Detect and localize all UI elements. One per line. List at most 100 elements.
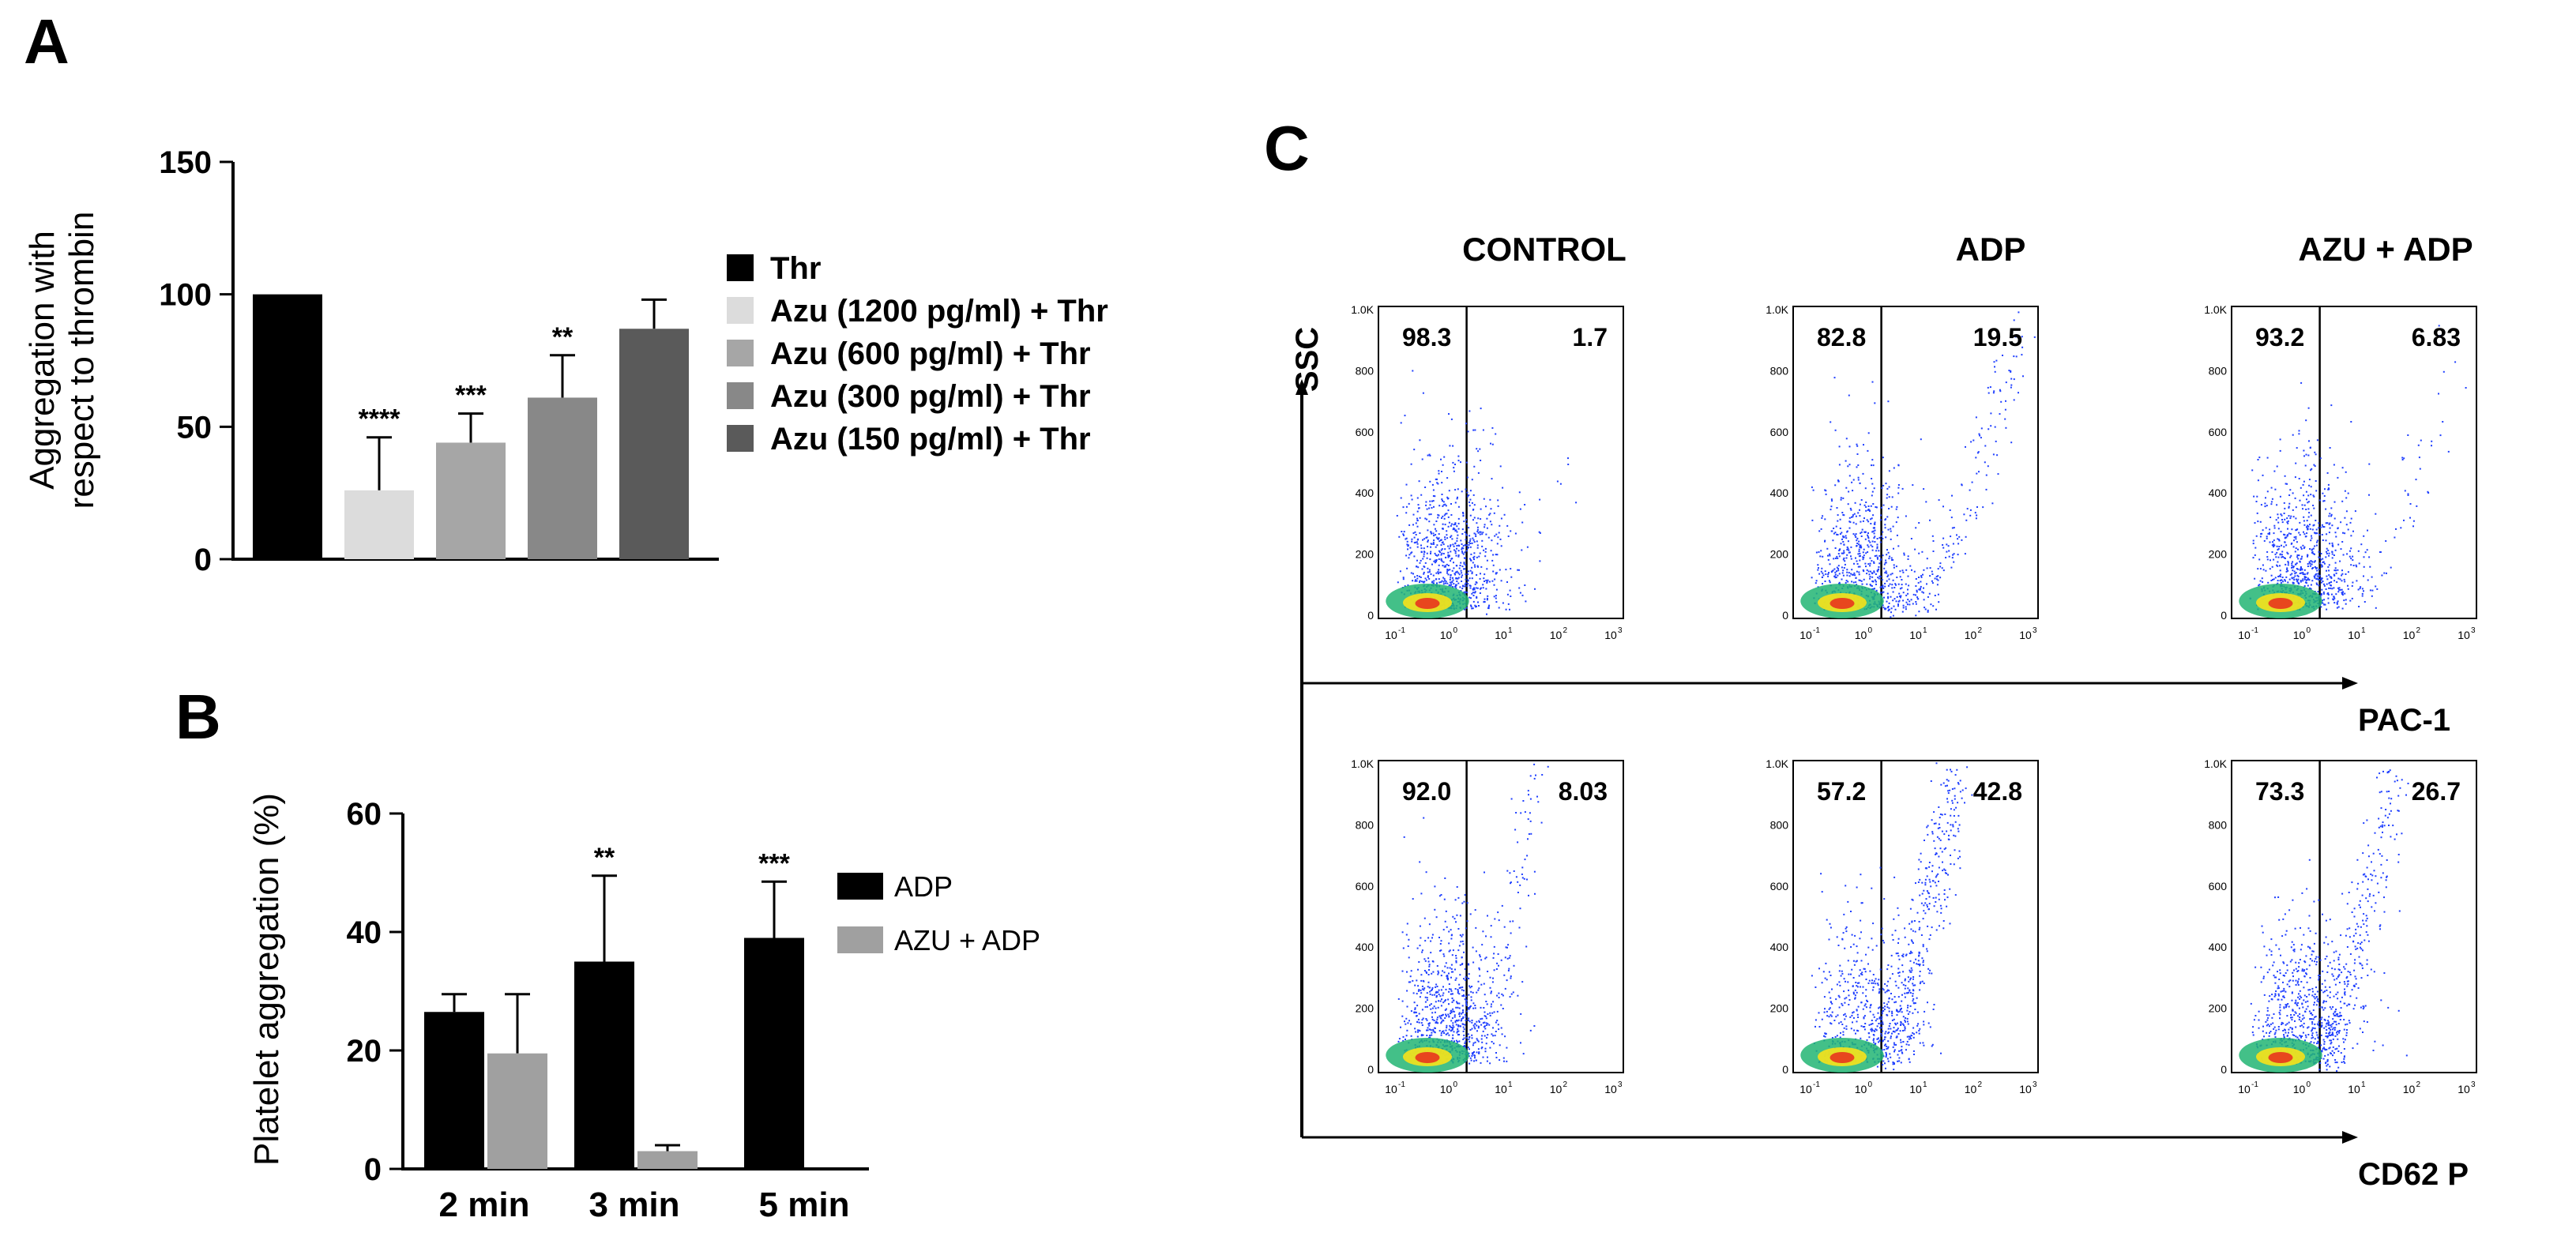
facs-dot xyxy=(1521,866,1524,869)
facs-dot xyxy=(1836,566,1838,569)
facs-dot xyxy=(1427,986,1429,988)
facs-dot xyxy=(1932,550,1935,552)
facs-dot xyxy=(2284,913,2286,915)
facs-dot xyxy=(1442,992,1445,994)
facs-dot xyxy=(1938,893,1940,896)
facs-dot xyxy=(1886,549,1888,551)
facs-dot xyxy=(2368,463,2371,465)
facs-dot xyxy=(1428,569,1431,571)
facs-dot xyxy=(2299,521,2301,524)
facs-dot xyxy=(1846,574,1848,577)
facs-dot xyxy=(1472,1042,1475,1044)
facs-dot xyxy=(1884,608,1886,611)
facs-dot xyxy=(2323,599,2326,601)
facs-dot xyxy=(1917,1023,1920,1025)
facs-dot xyxy=(1458,573,1461,576)
facs-dot xyxy=(1493,1011,1495,1013)
facs-dot xyxy=(2301,504,2303,506)
facs-dot xyxy=(2388,791,2390,792)
facs-dot xyxy=(2279,580,2281,582)
facs-dot xyxy=(2265,497,2266,499)
facs-dot xyxy=(1519,508,1521,510)
facs-dot xyxy=(2286,567,2288,569)
facs-dot xyxy=(1927,892,1929,894)
facs-dot xyxy=(1931,865,1934,867)
facs-dot xyxy=(1846,530,1848,532)
facs-dot xyxy=(2303,546,2306,548)
facs-dot xyxy=(2269,533,2270,535)
facs-dot xyxy=(1874,529,1876,532)
facs-dot xyxy=(1514,829,1517,831)
facs-dot xyxy=(1873,561,1875,563)
facs-dot xyxy=(1901,1011,1903,1013)
facs-dot xyxy=(1416,539,1419,541)
facs-dot xyxy=(1464,585,1466,588)
facs-dot xyxy=(1506,946,1508,949)
facs-dot xyxy=(1942,505,1944,508)
facs-dot xyxy=(1476,587,1479,589)
facs-dot xyxy=(1873,980,1875,983)
chart-a-ylabel-line2: respect to thrombin xyxy=(62,212,101,509)
facs-dot xyxy=(1882,484,1885,487)
facs-dot xyxy=(2309,930,2311,932)
facs-dot xyxy=(1465,573,1467,576)
facs-dot xyxy=(1446,513,1448,515)
facs-dot xyxy=(1946,768,1948,771)
facs-dot xyxy=(1919,971,1921,972)
facs-dot xyxy=(1525,600,1527,603)
facs-dot xyxy=(1867,982,1870,984)
facs-dot xyxy=(1495,433,1497,435)
facs-dot xyxy=(1446,572,1448,574)
facs-dot xyxy=(1517,881,1519,883)
facs-dot xyxy=(1442,500,1443,502)
facs-dot xyxy=(1461,528,1464,531)
facs-dot xyxy=(1878,1016,1881,1019)
facs-dot xyxy=(2328,569,2330,572)
facs-dot xyxy=(2298,478,2300,479)
facs-dot xyxy=(1462,513,1465,514)
facs-dot xyxy=(2312,494,2315,497)
facs-dot xyxy=(2277,565,2279,567)
facs-dot xyxy=(1928,862,1931,863)
facs-dot xyxy=(1871,381,1874,383)
facs-dot xyxy=(1435,983,1438,986)
facs-dot xyxy=(1901,982,1903,984)
facs-dot xyxy=(1828,971,1830,973)
facs-dot xyxy=(1506,593,1509,596)
facs-dot xyxy=(1434,1011,1436,1013)
facs-dot xyxy=(1993,361,1995,363)
facs-dot xyxy=(1950,808,1952,810)
facs-dot xyxy=(1916,596,1919,599)
facs-dot xyxy=(2263,539,2266,542)
facs-dot xyxy=(1424,562,1427,564)
facs-dot xyxy=(2279,553,2281,555)
facs-dot xyxy=(1402,1035,1405,1038)
facs-dot xyxy=(1858,550,1860,553)
facs-dot xyxy=(1402,578,1405,581)
facs-dot xyxy=(2308,561,2311,563)
facs-dot xyxy=(1874,523,1876,525)
facs-dot xyxy=(1427,1023,1430,1025)
facs-dot xyxy=(2315,932,2317,934)
facs-dot xyxy=(1886,990,1888,993)
facs-dot xyxy=(1921,957,1924,960)
facs-dot xyxy=(1474,429,1476,431)
facs-dot xyxy=(2287,520,2289,522)
facs-dot xyxy=(1426,557,1428,559)
facs-dot xyxy=(1872,581,1875,583)
facs-dot xyxy=(1939,847,1942,850)
facs-dot xyxy=(1839,984,1841,986)
facs-dot xyxy=(1435,554,1437,556)
facs-dot xyxy=(2438,393,2439,395)
facs-dot xyxy=(1491,539,1493,542)
facs-dot xyxy=(1976,452,1979,454)
facs-dot xyxy=(1878,1037,1879,1039)
facs-dot xyxy=(1895,1043,1897,1046)
facs-dot xyxy=(1937,593,1939,596)
facs-dot xyxy=(1533,870,1536,873)
facs-dot xyxy=(1924,881,1927,884)
facs-dot xyxy=(1942,544,1944,546)
facs-ytick-label: 0 xyxy=(1367,609,1374,622)
facs-dot xyxy=(1837,1014,1839,1016)
facs-dot xyxy=(1410,463,1412,465)
